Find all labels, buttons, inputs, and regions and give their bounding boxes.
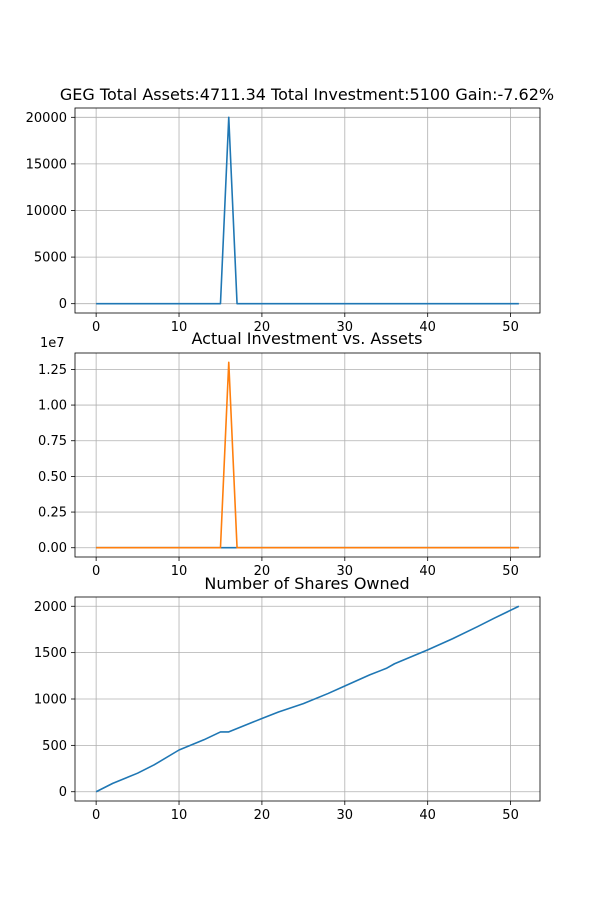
y-tick-label: 1000: [34, 693, 67, 708]
axes-frame: [74, 352, 541, 558]
x-tick-label: 0: [92, 808, 100, 823]
investment-vs-assets-chart: Actual Investment vs. Assets 0 10 20 30 40 50…: [38, 329, 541, 579]
x-tick-label: 30: [337, 564, 354, 579]
x-tick-label: 10: [171, 808, 188, 823]
y-tick-label: 0: [59, 785, 67, 800]
y-tick-label: 20000: [26, 111, 67, 126]
x-tick-label: 20: [254, 564, 271, 579]
y-tick-label: 0.00: [38, 541, 67, 556]
x-tick-label: 20: [254, 320, 271, 335]
shares-owned-chart: Number of Shares Owned 0 10 20 30 40 50050010…: [34, 574, 541, 823]
y-tick-label: 5000: [34, 251, 67, 266]
x-tick-label: 20: [254, 808, 271, 823]
chart-title: Actual Investment vs. Assets: [192, 329, 423, 348]
x-tick-label: 30: [337, 320, 354, 335]
series-line-0: [96, 116, 519, 305]
y-tick-label: 10000: [26, 204, 67, 219]
x-tick-label: 0: [92, 320, 100, 335]
y-tick-label: 15000: [26, 157, 67, 172]
x-tick-label: 50: [502, 808, 519, 823]
series-line-1: [96, 361, 519, 549]
x-tick-label: 40: [419, 808, 436, 823]
x-tick-label: 40: [419, 564, 436, 579]
x-tick-label: 10: [171, 320, 188, 335]
x-tick-label: 50: [502, 564, 519, 579]
y-offset-label: 1e7: [40, 336, 65, 351]
y-tick-label: 1.00: [38, 399, 67, 414]
y-tick-label: 2000: [34, 600, 67, 615]
series-line-0: [95, 605, 520, 793]
chart-title: Number of Shares Owned: [204, 574, 409, 593]
y-tick-label: 1.25: [38, 363, 67, 378]
y-tick-label: 0.25: [38, 506, 67, 521]
x-tick-label: 10: [171, 564, 188, 579]
x-tick-label: 0: [92, 564, 100, 579]
y-tick-label: 1500: [34, 646, 67, 661]
y-tick-label: 0.50: [38, 470, 67, 485]
x-tick-label: 30: [337, 808, 354, 823]
y-tick-label: 0: [59, 297, 67, 312]
x-tick-label: 40: [419, 320, 436, 335]
chart-title: GEG Total Assets:4711.34 Total Investmen…: [60, 85, 554, 104]
assets-chart: GEG Total Assets:4711.34 Total Investmen…: [26, 85, 554, 335]
y-tick-label: 500: [42, 739, 67, 754]
x-tick-label: 50: [502, 320, 519, 335]
y-tick-label: 0.75: [38, 434, 67, 449]
